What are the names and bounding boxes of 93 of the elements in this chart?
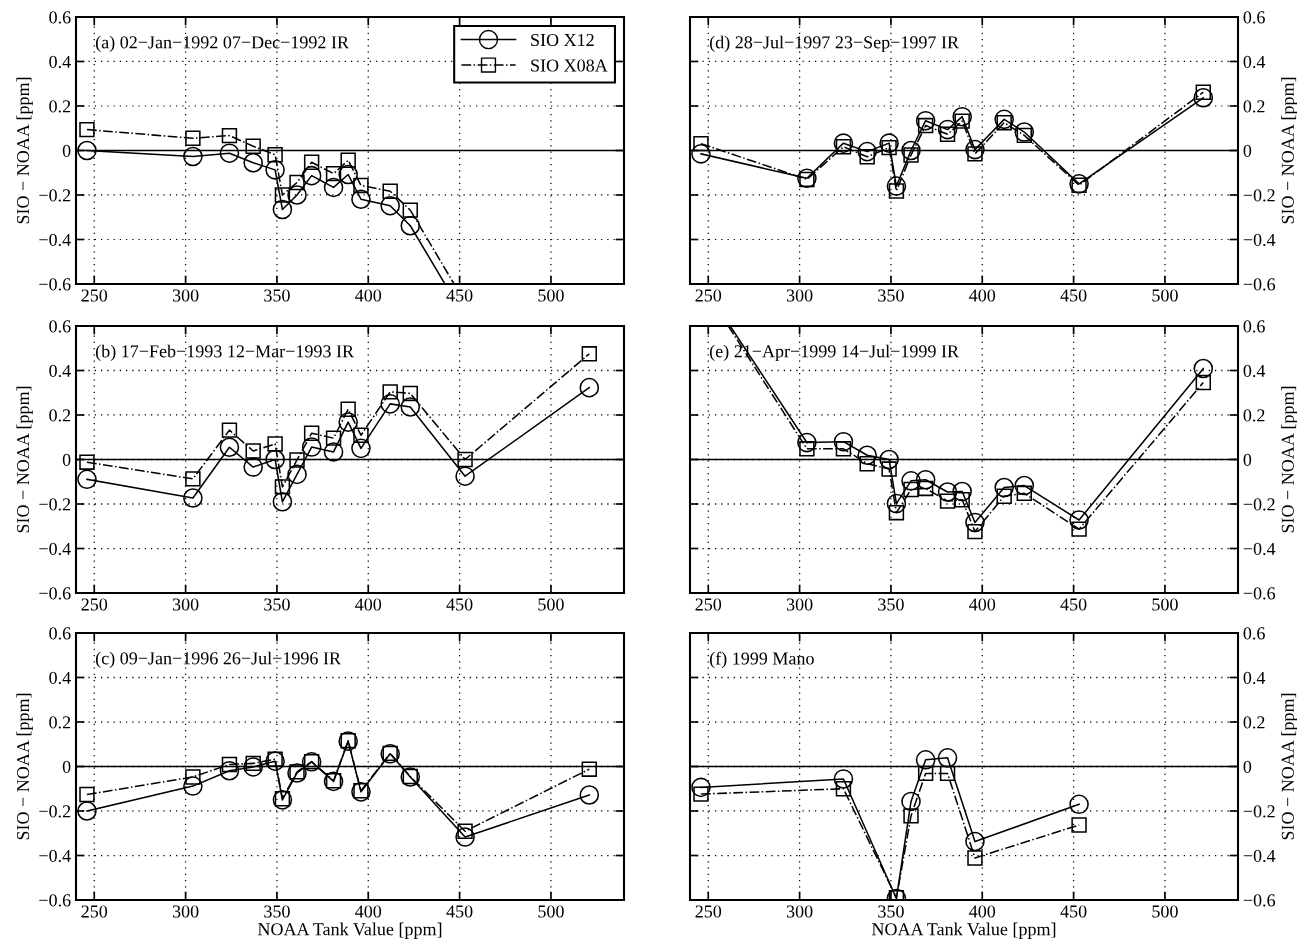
y2-tick-label: 0.6 bbox=[1243, 320, 1265, 333]
x-tick-label: 400 bbox=[969, 289, 996, 302]
y2-tick-label: −0.2 bbox=[1243, 189, 1275, 202]
y2-tick-label: 0.4 bbox=[1243, 55, 1266, 69]
x-tick-label: 350 bbox=[264, 905, 290, 918]
y2-axis-title: SIO − NOAA [ppm] bbox=[1281, 386, 1297, 533]
y-tick-label: 0 bbox=[62, 144, 71, 157]
y-tick-label: −0.6 bbox=[39, 278, 71, 291]
y-tick-label: 0.2 bbox=[49, 409, 71, 422]
y2-tick-label: 0 bbox=[1243, 760, 1252, 773]
x-tick-label: 300 bbox=[172, 289, 199, 302]
y2-tick-label: −0.4 bbox=[1243, 849, 1276, 863]
y2-tick-label: 0.2 bbox=[1243, 100, 1265, 113]
x-tick-label: 250 bbox=[695, 905, 722, 918]
y2-tick-label: −0.6 bbox=[1243, 587, 1276, 600]
y-tick-label: −0.4 bbox=[39, 849, 71, 863]
y2-tick-label: 0.2 bbox=[1243, 716, 1265, 729]
x-tick-label: 500 bbox=[538, 289, 564, 302]
x-tick-label: 500 bbox=[538, 905, 564, 918]
x-tick-label: 350 bbox=[878, 905, 904, 918]
text: (a) 02−Jan−1992 07−Dec−1992 IR bbox=[95, 35, 349, 53]
y2-tick-label: 0.6 bbox=[1243, 11, 1265, 24]
y-tick-label: 0.2 bbox=[49, 716, 71, 729]
x-tick-label: 450 bbox=[446, 598, 473, 611]
x-tick-label: 350 bbox=[264, 598, 290, 611]
x-tick-label: 450 bbox=[446, 905, 473, 918]
y2-axis-title: SIO − NOAA [ppm] bbox=[1281, 693, 1297, 840]
y-axis-title: SIO − NOAA [ppm] bbox=[16, 386, 33, 533]
x-tick-label: 300 bbox=[786, 598, 813, 611]
y2-tick-label: 0.4 bbox=[1243, 364, 1266, 378]
y2-tick-label: 0.2 bbox=[1243, 409, 1265, 422]
x-tick-label: 450 bbox=[1060, 905, 1087, 918]
y2-tick-label: 0 bbox=[1243, 453, 1252, 466]
text: (d) 28−Jul−1997 23−Sep−1997 IR bbox=[709, 35, 960, 53]
y-tick-label: 0.4 bbox=[49, 364, 71, 378]
y-tick-label: 0.6 bbox=[49, 11, 71, 24]
x-tick-label: 300 bbox=[786, 905, 813, 918]
y-tick-label: 0.6 bbox=[49, 627, 71, 640]
y-tick-label: 0 bbox=[62, 760, 71, 773]
y-tick-label: 0.4 bbox=[49, 55, 71, 69]
y-tick-label: 0 bbox=[62, 453, 71, 466]
y-tick-label: −0.6 bbox=[39, 587, 71, 600]
x-tick-label: 300 bbox=[786, 289, 813, 302]
x-axis-title: NOAA Tank Value [ppm] bbox=[871, 922, 1056, 939]
text: (c) 09−Jan−1996 26−Jul−1996 IR bbox=[95, 651, 341, 669]
x-tick-label: 250 bbox=[81, 598, 108, 611]
x-tick-label: 250 bbox=[81, 289, 108, 302]
x-tick-label: 400 bbox=[969, 905, 996, 918]
x-tick-label: 500 bbox=[1152, 905, 1178, 918]
y-tick-label: −0.6 bbox=[39, 894, 71, 907]
x-tick-label: 250 bbox=[695, 289, 722, 302]
y-tick-label: 0.6 bbox=[49, 320, 71, 333]
y2-tick-label: 0 bbox=[1243, 144, 1252, 157]
text: (f) 1999 Mano bbox=[709, 651, 814, 669]
text: (b) 17−Feb−1993 12−Mar−1993 IR bbox=[95, 344, 355, 362]
x-tick-label: 450 bbox=[1060, 289, 1087, 302]
x-axis-title: NOAA Tank Value [ppm] bbox=[257, 922, 442, 939]
y-tick-label: −0.2 bbox=[39, 498, 71, 511]
x-tick-label: 450 bbox=[1060, 598, 1087, 611]
y2-tick-label: −0.6 bbox=[1243, 894, 1276, 907]
x-tick-label: 250 bbox=[81, 905, 108, 918]
x-tick-label: 400 bbox=[355, 289, 382, 302]
legend-label: SIO X12 bbox=[531, 33, 594, 47]
y2-tick-label: −0.6 bbox=[1243, 278, 1276, 291]
y-axis-title: SIO − NOAA [ppm] bbox=[16, 77, 33, 224]
y-tick-label: −0.2 bbox=[39, 805, 71, 818]
x-tick-label: 500 bbox=[1152, 598, 1178, 611]
x-tick-label: 350 bbox=[878, 598, 904, 611]
x-tick-label: 300 bbox=[172, 598, 199, 611]
y2-tick-label: −0.4 bbox=[1243, 233, 1276, 247]
x-tick-label: 250 bbox=[695, 598, 722, 611]
y-tick-label: −0.4 bbox=[39, 542, 71, 556]
y-tick-label: 0.4 bbox=[49, 671, 71, 685]
y2-axis-title: SIO − NOAA [ppm] bbox=[1281, 77, 1297, 224]
x-tick-label: 350 bbox=[878, 289, 904, 302]
y2-tick-label: −0.2 bbox=[1243, 498, 1275, 511]
x-tick-label: 400 bbox=[355, 598, 382, 611]
x-tick-label: 350 bbox=[264, 289, 290, 302]
y-tick-label: −0.4 bbox=[39, 233, 71, 247]
y2-tick-label: 0.4 bbox=[1243, 671, 1266, 685]
y-tick-label: 0.2 bbox=[49, 100, 71, 113]
x-tick-label: 400 bbox=[355, 905, 382, 918]
x-tick-label: 500 bbox=[1152, 289, 1178, 302]
y2-tick-label: −0.4 bbox=[1243, 542, 1276, 556]
x-tick-label: 450 bbox=[446, 289, 473, 302]
y-tick-label: −0.2 bbox=[39, 189, 71, 202]
legend-label: SIO X08A bbox=[531, 59, 608, 72]
x-tick-label: 500 bbox=[538, 598, 564, 611]
x-tick-label: 400 bbox=[969, 598, 996, 611]
x-tick-label: 300 bbox=[172, 905, 199, 918]
y2-tick-label: −0.2 bbox=[1243, 805, 1275, 818]
y-axis-title: SIO − NOAA [ppm] bbox=[16, 693, 33, 840]
y2-tick-label: 0.6 bbox=[1243, 627, 1265, 640]
